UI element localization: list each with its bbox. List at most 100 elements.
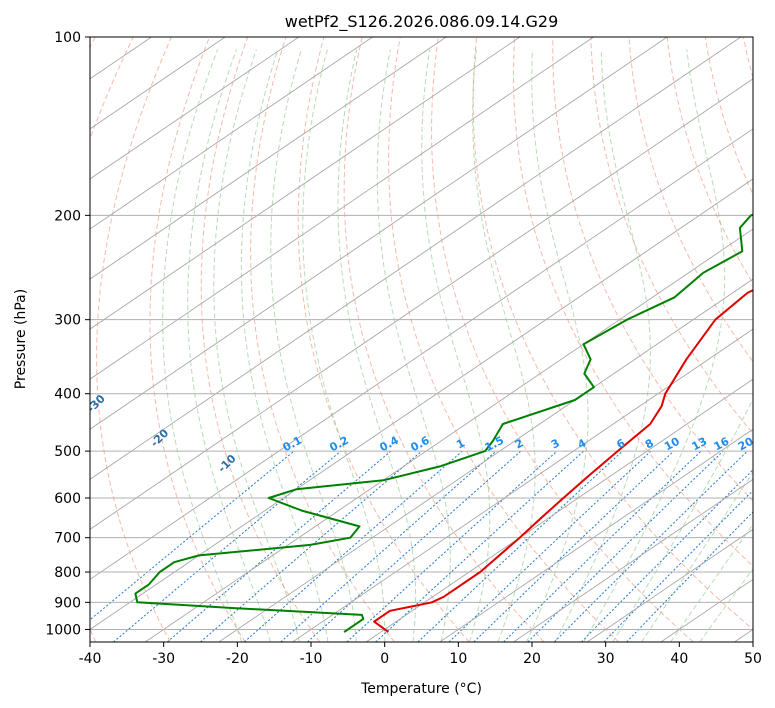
moist-adiabat-line bbox=[699, 567, 753, 642]
mixing-ratio-label: 3 bbox=[549, 436, 562, 451]
x-tick-label: 30 bbox=[597, 651, 615, 667]
mixing-ratio-line bbox=[417, 450, 623, 642]
isobars bbox=[90, 37, 753, 630]
x-tick-label: -10 bbox=[300, 651, 323, 667]
isotherms bbox=[90, 37, 753, 642]
moist-adiabat-line bbox=[526, 49, 589, 642]
line-labels: 0.10.20.40.611.52346810131620253036-100-… bbox=[0, 305, 775, 595]
moist-adiabat-line bbox=[612, 397, 753, 642]
isotherm-line bbox=[218, 278, 753, 642]
mixing-ratio-line bbox=[200, 450, 423, 642]
y-tick-label: 400 bbox=[54, 387, 81, 403]
isotherm-line bbox=[660, 578, 753, 642]
axis-ticks: -40 -30 -20 -10 0 10 20 30 40 50 100 200 300 400 500 60… bbox=[45, 30, 762, 667]
dry-adiabat-line bbox=[343, 37, 545, 642]
dry-adiabat-label: -50 bbox=[0, 305, 3, 328]
mixing-ratio-line bbox=[375, 450, 584, 642]
moist-adiabat-line bbox=[187, 49, 272, 642]
y-tick-label: 100 bbox=[54, 30, 81, 46]
y-tick-label: 500 bbox=[54, 444, 81, 460]
y-tick-label: 1000 bbox=[45, 622, 81, 638]
dry-adiabat-line bbox=[250, 37, 395, 642]
y-tick-label: 700 bbox=[54, 531, 81, 547]
x-axis-label: Temperature (°C) bbox=[360, 681, 482, 697]
mixing-ratio-label: 20 bbox=[736, 435, 756, 454]
isotherm-line bbox=[90, 178, 753, 630]
mixing-ratio-line bbox=[581, 469, 753, 642]
dry-adiabat-label: -10 bbox=[215, 452, 238, 475]
x-tick-label: -40 bbox=[79, 651, 102, 667]
isotherm-line bbox=[292, 328, 753, 642]
moist-adiabat-line bbox=[583, 49, 726, 642]
isotherm-line bbox=[90, 37, 594, 380]
isotherm-line bbox=[586, 528, 753, 642]
x-tick-label: 20 bbox=[523, 651, 541, 667]
y-axis-label: Pressure (hPa) bbox=[13, 289, 29, 389]
moist-adiabat-label: 40 bbox=[765, 575, 775, 595]
mixing-ratio-line bbox=[527, 450, 724, 642]
y-tick-label: 300 bbox=[54, 313, 81, 329]
y-tick-label: 800 bbox=[54, 565, 81, 581]
mixing-ratio-label: 25 bbox=[761, 435, 775, 454]
moist-adiabat-line bbox=[641, 471, 753, 642]
mixing-ratio-line bbox=[503, 450, 702, 642]
isotherm-line bbox=[439, 428, 753, 642]
dry-adiabat-line bbox=[90, 37, 134, 642]
mixing-ratio-line bbox=[553, 450, 748, 642]
moist-adiabats bbox=[162, 49, 753, 642]
dry-adiabat-line bbox=[388, 37, 619, 642]
moist-adiabat-line bbox=[337, 49, 417, 642]
y-tick-label: 200 bbox=[54, 208, 81, 224]
y-tick-label: 600 bbox=[54, 491, 81, 507]
isotherm-line bbox=[90, 128, 753, 580]
moist-adiabat-line bbox=[670, 523, 753, 642]
dry-adiabat-line bbox=[742, 37, 753, 80]
mixing-ratio-line bbox=[448, 450, 652, 642]
dry-adiabats bbox=[90, 37, 753, 642]
dry-adiabat-line bbox=[704, 37, 753, 196]
moist-adiabat-line bbox=[472, 49, 536, 642]
moist-adiabat-line bbox=[162, 49, 243, 642]
dry-adiabat-line bbox=[431, 37, 694, 642]
moist-adiabat-line bbox=[270, 49, 357, 642]
dry-adiabat-label: -30 bbox=[85, 392, 108, 415]
mixing-ratio-line bbox=[280, 450, 497, 642]
mixing-ratio-line bbox=[473, 450, 675, 642]
isotherm-line bbox=[513, 478, 753, 642]
isotherm-line bbox=[90, 78, 753, 530]
dewpoint-profile bbox=[134, 213, 753, 633]
isotherm-line bbox=[90, 37, 373, 230]
temperature-profile bbox=[373, 289, 753, 633]
x-tick-label: -30 bbox=[152, 651, 175, 667]
mixing-ratio-label: 13 bbox=[690, 435, 710, 454]
moist-adiabat-label: 30 bbox=[768, 548, 775, 568]
moist-adiabat-line bbox=[240, 49, 329, 642]
moist-adiabat-line bbox=[554, 49, 651, 642]
mixing-ratio-line bbox=[90, 450, 295, 621]
profiles bbox=[134, 213, 753, 633]
dry-adiabat-line bbox=[472, 37, 753, 631]
mixing-ratio-line bbox=[166, 450, 392, 642]
moist-adiabat-line bbox=[302, 49, 386, 642]
x-tick-label: 10 bbox=[449, 651, 467, 667]
mixing-ratio-label: 10 bbox=[662, 435, 682, 454]
dry-adiabat-line bbox=[96, 37, 172, 642]
dry-adiabat-line bbox=[200, 37, 321, 642]
y-tick-label: 900 bbox=[54, 595, 81, 611]
chart-title: wetPf2_S126.2026.086.09.14.G29 bbox=[285, 12, 559, 32]
mixing-ratio-label: 2 bbox=[513, 436, 526, 451]
dry-adiabat-label: -20 bbox=[148, 426, 171, 449]
mixing-ratio-label: 8 bbox=[643, 436, 656, 451]
mixing-ratio-line bbox=[346, 450, 558, 642]
isotherm-line bbox=[90, 37, 668, 430]
mixing-ratio-line bbox=[307, 450, 522, 642]
x-tick-label: 50 bbox=[744, 651, 762, 667]
mixing-ratio-line bbox=[113, 450, 342, 642]
mixing-ratio-label: 16 bbox=[712, 435, 732, 454]
dry-adiabat-label: -40 bbox=[28, 352, 51, 375]
isotherm-line bbox=[90, 37, 447, 280]
dry-adiabat-line bbox=[297, 37, 470, 642]
x-tick-label: -20 bbox=[226, 651, 249, 667]
isotherm-line bbox=[734, 628, 753, 642]
